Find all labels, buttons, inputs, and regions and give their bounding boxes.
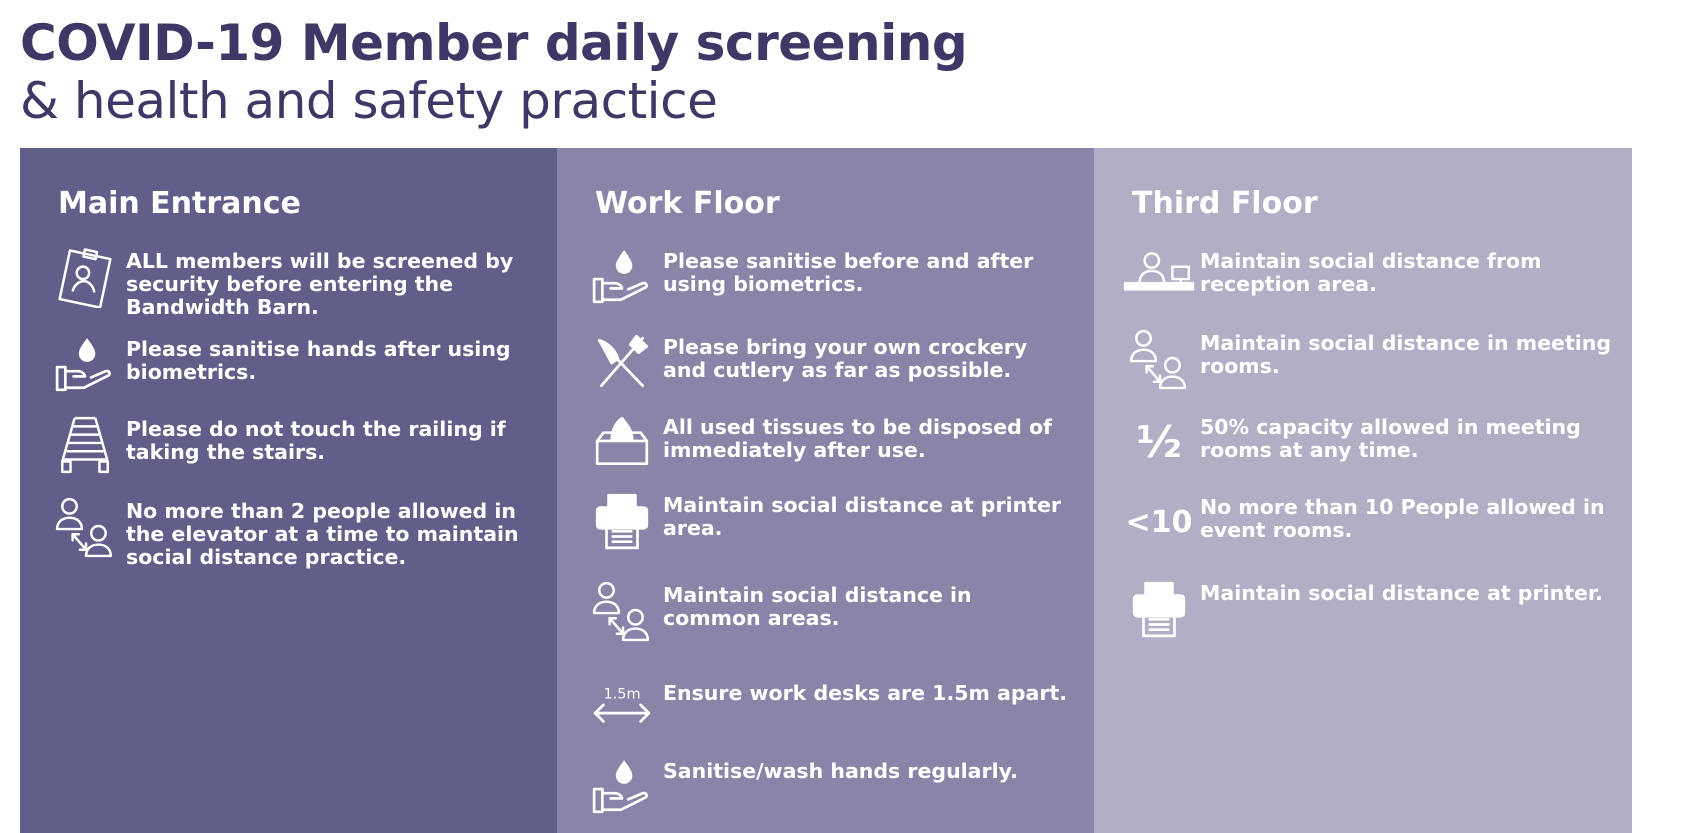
item-text: 50% capacity allowed in meeting rooms at…	[1200, 415, 1581, 462]
cutlery-icon	[581, 332, 663, 394]
list-item: Maintain social distance in meeting room…	[1118, 328, 1612, 390]
item-text: Maintain social distance in meeting room…	[1200, 331, 1612, 378]
list-item: Please sanitise hands after using biomet…	[44, 334, 537, 396]
list-item: <10 No more than 10 People allowed in ev…	[1118, 492, 1612, 554]
tissue-box-icon	[581, 412, 663, 474]
social-distance-people-icon	[581, 580, 663, 642]
item-text: No more than 2 people allowed in the ele…	[126, 499, 519, 569]
item-text: Ensure work desks are 1.5m apart.	[663, 681, 1068, 705]
half-fraction-icon: ½	[1118, 412, 1200, 474]
printer-icon	[1118, 578, 1200, 640]
list-item: No more than 2 people allowed in the ele…	[44, 496, 537, 569]
reception-desk-icon	[1118, 246, 1200, 308]
columns: Main Entrance ALL members will be screen…	[20, 148, 1632, 833]
list-item: All used tissues to be disposed of immed…	[581, 412, 1074, 474]
item-text: Maintain social distance at printer.	[1200, 581, 1603, 605]
hand-sanitiser-icon	[44, 334, 126, 396]
item-text: Please bring your own crockery and cutle…	[663, 335, 1028, 382]
list-item: Please bring your own crockery and cutle…	[581, 332, 1074, 394]
item-text: Please sanitise hands after using biomet…	[126, 337, 511, 384]
hand-sanitiser-icon	[581, 246, 663, 308]
list-item: Please sanitise before and after using b…	[581, 246, 1074, 308]
item-text: Maintain social distance at printer area…	[663, 493, 1062, 540]
item-text: Maintain social distance in common areas…	[663, 583, 972, 630]
column-title: Work Floor	[595, 186, 780, 221]
list-item: 1.5m Ensure work desks are 1.5m apart.	[581, 678, 1074, 740]
half-fraction-label: ½	[1136, 417, 1182, 468]
list-item: ALL members will be screened by security…	[44, 246, 537, 319]
hand-sanitiser-icon	[581, 756, 663, 818]
column-main-entrance: Main Entrance ALL members will be screen…	[20, 148, 557, 833]
item-text: ALL members will be screened by security…	[126, 249, 514, 319]
column-work-floor: Work Floor Please sanitise before and af…	[557, 148, 1094, 833]
id-badge-icon	[44, 246, 126, 308]
stairs-railing-icon	[44, 414, 126, 476]
less-than-ten-icon: <10	[1118, 492, 1200, 554]
item-text: No more than 10 People allowed in event …	[1200, 495, 1605, 542]
social-distance-people-icon	[44, 496, 126, 558]
social-distance-people-icon	[1118, 328, 1200, 390]
list-item: Maintain social distance from reception …	[1118, 246, 1612, 308]
page-subtitle: & health and safety practice	[20, 72, 718, 130]
list-item: Please do not touch the railing if takin…	[44, 414, 537, 476]
item-text: Please do not touch the railing if takin…	[126, 417, 506, 464]
list-item: Maintain social distance in common areas…	[581, 580, 1074, 642]
list-item: Maintain social distance at printer.	[1118, 578, 1612, 640]
distance-label: 1.5m	[603, 687, 640, 703]
item-text: Please sanitise before and after using b…	[663, 249, 1034, 296]
list-item: Maintain social distance at printer area…	[581, 490, 1074, 552]
list-item: Sanitise/wash hands regularly.	[581, 756, 1074, 818]
item-text: All used tissues to be disposed of immed…	[663, 415, 1052, 462]
column-title: Third Floor	[1132, 186, 1318, 221]
item-text: Sanitise/wash hands regularly.	[663, 759, 1018, 783]
column-title: Main Entrance	[58, 186, 301, 221]
item-text: Maintain social distance from reception …	[1200, 249, 1542, 296]
printer-icon	[581, 490, 663, 552]
distance-arrow-icon: 1.5m	[581, 678, 663, 740]
column-third-floor: Third Floor Maintain social distance fro…	[1094, 148, 1632, 833]
header: COVID-19 Member daily screening & health…	[20, 14, 968, 130]
page-title: COVID-19 Member daily screening	[20, 14, 968, 72]
list-item: ½ 50% capacity allowed in meeting rooms …	[1118, 412, 1612, 474]
less-than-ten-label: <10	[1125, 505, 1193, 540]
